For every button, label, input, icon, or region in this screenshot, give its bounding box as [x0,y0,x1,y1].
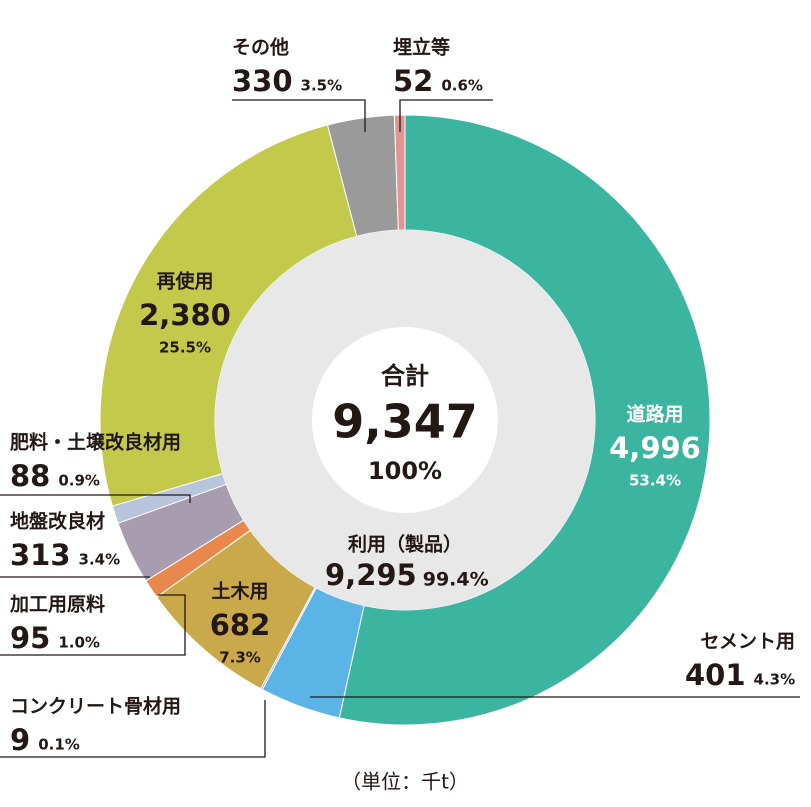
category-label: 地盤改良材 [10,510,105,533]
percent-label: 0.6% [441,77,483,95]
utilized-label: 利用（製品） [348,533,462,556]
leader-line [0,594,186,656]
value-label: 9 [10,723,30,757]
value-label: 313 [10,538,71,572]
segments [99,114,711,726]
value-label: 2,380 [139,298,231,332]
category-label: コンクリート骨材用 [10,695,181,718]
category-label: その他 [232,36,289,59]
percent-label: 0.1% [38,736,80,754]
percent-label: 25.5% [159,339,211,357]
utilized-value: 9,295 [325,558,417,592]
category-label: セメント用 [700,631,795,653]
leader-line [399,99,493,132]
center-disc [312,327,498,513]
category-label: 道路用 [626,403,683,426]
category-label: 肥料・土壌改良材用 [10,431,181,454]
category-label: 加工用原料 [9,593,105,616]
value-label: 88 [10,459,50,493]
value-label: 401 [685,658,746,692]
total-percent: 100% [368,457,442,485]
value-label: 52 [393,64,433,98]
percent-label: 4.3% [754,671,796,689]
leader-line [0,700,266,758]
category-label: 再使用 [156,271,213,293]
unit-note: （単位：千t） [341,770,469,794]
leader-line [0,494,191,503]
percent-label: 3.5% [301,77,343,95]
percent-label: 7.3% [219,649,261,667]
leader-line [232,99,366,132]
utilized-percent: 99.4% [423,569,489,591]
percent-label: 3.4% [79,551,121,569]
value-label: 95 [10,621,50,655]
total-value: 9,347 [332,395,478,449]
total-label: 合計 [381,362,429,390]
percent-label: 0.9% [58,472,100,490]
category-label: 土木用 [211,580,268,603]
percent-label: 53.4% [629,472,681,490]
category-label: 埋立等 [393,36,450,59]
value-label: 682 [210,608,271,642]
percent-label: 1.0% [58,634,100,652]
value-label: 330 [232,64,293,98]
value-label: 4,996 [609,431,701,465]
